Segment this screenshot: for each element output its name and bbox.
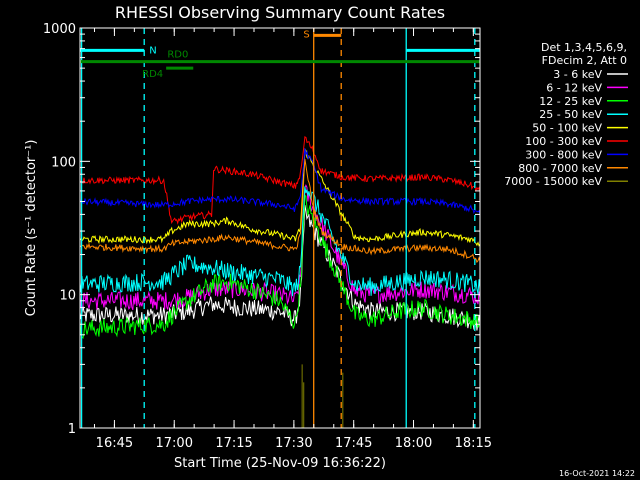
interval-label-RD0: RD0 <box>167 50 188 61</box>
x-tick-label: 17:30 <box>275 436 312 451</box>
series-line-3 <box>80 194 480 339</box>
legend: Det 1,3,4,5,6,9,FDecim 2, Att 03 - 6 keV… <box>504 41 628 188</box>
series-line-5 <box>80 147 480 247</box>
series-line-8 <box>80 158 480 264</box>
legend-label: 300 - 800 keV <box>525 148 602 161</box>
data-layer <box>80 136 480 428</box>
interval-label-S: S <box>303 29 309 40</box>
x-tick-label: 18:00 <box>395 436 432 451</box>
series-line-2 <box>80 184 480 311</box>
y-axis-label: Count Rate (s⁻¹ detector⁻¹) <box>24 140 39 317</box>
legend-label: 7000 - 15000 keV <box>504 175 602 188</box>
legend-label: 3 - 6 keV <box>553 68 602 81</box>
axes-layer: 16:45 17:00 17:15 17:30 17:45 18:00 18:15 1 10 10… <box>43 22 492 451</box>
y-tick-label: 10 <box>59 289 76 304</box>
overlay-layer: N S RD0 RD4 <box>80 28 480 428</box>
legend-label: 800 - 7000 keV <box>518 162 602 175</box>
x-tick-label: 18:15 <box>455 436 492 451</box>
legend-label: 25 - 50 keV <box>539 108 602 121</box>
interval-label-RD4: RD4 <box>142 69 163 80</box>
x-tick-label: 16:45 <box>96 436 133 451</box>
x-tick-label: 17:15 <box>215 436 252 451</box>
legend-label: 6 - 12 keV <box>546 81 602 94</box>
interval-label-N: N <box>149 45 156 56</box>
y-tick-label: 1 <box>68 422 76 437</box>
series-line-1 <box>80 205 480 332</box>
series-line-4 <box>80 186 480 297</box>
legend-label: 50 - 100 keV <box>532 122 602 135</box>
legend-label: 100 - 300 keV <box>525 135 602 148</box>
x-axis-label: Start Time (25-Nov-09 16:36:22) <box>174 456 386 471</box>
legend-header-line: Det 1,3,4,5,6,9, <box>541 41 627 54</box>
chart-title: RHESSI Observing Summary Count Rates <box>115 3 445 22</box>
y-tick-label: 1000 <box>43 22 76 37</box>
series-line-6 <box>80 136 480 225</box>
x-tick-label: 17:00 <box>156 436 193 451</box>
timestamp: 16-Oct-2021 14:22 <box>559 469 635 478</box>
series-line-7 <box>80 148 480 215</box>
legend-header-line: FDecim 2, Att 0 <box>542 54 627 67</box>
x-tick-label: 17:45 <box>335 436 372 451</box>
plot-frame <box>79 27 481 429</box>
y-tick-label: 100 <box>51 155 76 170</box>
legend-label: 12 - 25 keV <box>539 95 602 108</box>
